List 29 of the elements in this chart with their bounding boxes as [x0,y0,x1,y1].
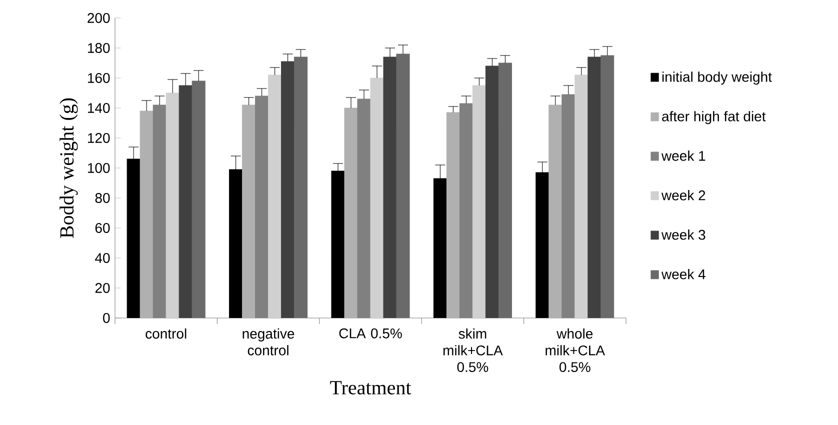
bar [192,80,206,318]
bar [498,62,512,318]
y-tick-label: 140 [88,103,110,113]
y-tick-label: 0 [103,313,110,323]
legend-label: week 3 [661,230,706,240]
y-tick-label: 160 [88,73,110,83]
x-tick-label: CLA 0.5% [339,328,402,338]
bar [600,55,614,318]
legend-label: week 2 [661,190,706,200]
y-tick-label: 80 [95,193,110,203]
x-tick-label: negative control [242,328,294,356]
y-tick-label: 60 [95,223,110,233]
legend-label: week 1 [661,150,706,161]
x-axis-title: Treatment [330,381,412,394]
y-tick-label: 40 [95,253,110,263]
y-tick-label: 180 [88,43,110,53]
x-tick-label: whole milk+CLA 0.5% [546,328,606,372]
y-axis-title: Boddy weight (g) [60,98,78,238]
legend-label: initial body weight [662,72,772,85]
y-tick-label: 20 [95,283,110,293]
y-tick-label: 100 [88,163,110,173]
y-tick-label: 200 [88,13,110,23]
bar [294,56,308,318]
bar [396,54,410,318]
legend-label: week 4 [661,268,706,280]
legend-label: after high fat diet [662,111,766,124]
x-tick-label: skim milk+CLA 0.5% [443,328,503,372]
x-tick-label: control [146,328,186,339]
y-tick-label: 120 [88,133,110,143]
